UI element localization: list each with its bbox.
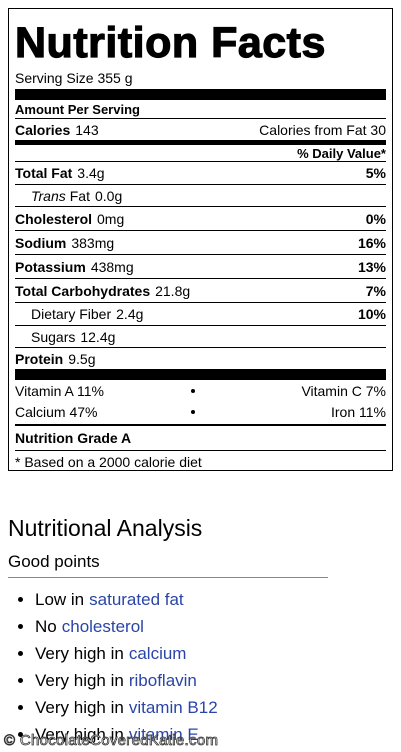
point-text: Very high in — [35, 671, 124, 690]
analysis-subtitle: Good points — [8, 552, 328, 578]
nutrient-dv: 13% — [357, 258, 386, 275]
footnote: * Based on a 2000 calorie diet — [15, 453, 202, 470]
label-title: Nutrition Facts — [14, 18, 326, 67]
watermark: © ChocolateCoveredKatie.com — [4, 732, 219, 750]
calories-label: Calories — [15, 121, 71, 138]
nutrient-amount: 9.5g — [68, 350, 96, 367]
nutrient-dv: 7% — [365, 282, 386, 299]
nutrient-amount: 21.8g — [155, 282, 191, 299]
point-text: Low in — [35, 590, 85, 609]
nutrient-amount: 12.4g — [80, 328, 116, 345]
nutrient-amount: 0.0g — [94, 187, 123, 204]
nutrient-dv: 16% — [357, 234, 386, 251]
nutrient-name: Fat — [69, 187, 90, 204]
nutrient-name: Potassium — [15, 258, 86, 275]
nutrient-row: Total Carbohydrates 21.8g 7% — [15, 278, 386, 302]
nutrient-name: Total Fat — [15, 165, 73, 181]
vitamin: Calcium 47% — [15, 403, 98, 420]
thick-bar — [15, 89, 386, 100]
point-text: Very high in — [35, 644, 124, 663]
nutrient-dv: 10% — [357, 306, 386, 322]
vitamin-row: Vitamin A 11% Vitamin C 7% — [15, 380, 386, 401]
nutrient-row: Sodium 383mg 16% — [15, 230, 386, 254]
nutrient-dv: 0% — [365, 210, 386, 227]
point-link[interactable]: calcium — [128, 644, 187, 663]
separator-dot — [190, 388, 195, 393]
calories-from-fat: Calories from Fat 30 — [259, 121, 386, 138]
nutrient-amount: 2.4g — [116, 306, 144, 322]
nutrient-row: Protein 9.5g — [15, 347, 386, 369]
dv-header-row: % Daily Value* — [15, 145, 386, 161]
nutrient-name: Total Carbohydrates — [15, 282, 151, 299]
analysis-title: Nutritional Analysis — [8, 515, 203, 541]
thick-bar — [15, 369, 386, 380]
amount-row: Amount Per Serving — [15, 100, 386, 118]
dv-header: % Daily Value* — [297, 145, 386, 161]
nutrient-name: Protein — [15, 350, 64, 367]
point-text: Very high in — [35, 698, 124, 717]
nutrient-amount: 3.4g — [77, 165, 105, 181]
calories-value: 143 — [75, 121, 99, 138]
nutrient-row: Cholesterol 0mg 0% — [15, 206, 386, 230]
nutrient-name: Cholesterol — [15, 210, 93, 227]
nutrient-amount: 438mg — [90, 258, 134, 275]
amount-per-serving: Amount Per Serving — [15, 101, 140, 117]
point-text: No — [35, 617, 57, 636]
vitamin: Vitamin A 11% — [15, 382, 104, 399]
nutrient-row: Trans Fat 0.0g — [15, 184, 386, 206]
point-link[interactable]: cholesterol — [61, 617, 144, 636]
nutrient-dv: 5% — [365, 165, 386, 181]
point-link[interactable]: vitamin E — [128, 725, 199, 744]
vitamin-row: Calcium 47% Iron 11% — [15, 401, 386, 422]
point-link[interactable]: riboflavin — [128, 671, 197, 690]
serving-size: Serving Size 355 g — [15, 70, 133, 86]
nutrient-amount: 0mg — [97, 210, 125, 227]
nutrient-row: Potassium 438mg 13% — [15, 254, 386, 278]
nutrient-prefix: Trans — [31, 187, 66, 204]
grade: Nutrition Grade A — [15, 430, 132, 446]
nutrient-name: Sugars — [31, 328, 76, 345]
nutrient-row: Sugars 12.4g — [15, 325, 386, 347]
vitamin: Iron 11% — [331, 403, 386, 420]
calories-row: Calories 143 Calories from Fat 30 — [15, 118, 386, 140]
nutrition-label: Nutrition Facts Serving Size 355 g Amoun… — [8, 8, 393, 471]
nutrient-name: Dietary Fiber — [31, 306, 112, 322]
serving-size-row: Serving Size 355 g — [15, 70, 386, 86]
nutrient-name: Sodium — [15, 234, 67, 251]
medium-bar — [15, 140, 386, 145]
nutrient-row: Total Fat 3.4g 5% — [15, 161, 386, 184]
point-link[interactable]: vitamin B12 — [128, 698, 218, 717]
footnote-row: * Based on a 2000 calorie diet — [15, 450, 386, 472]
point-text: Very high in — [35, 725, 124, 744]
nutrient-row: Dietary Fiber 2.4g 10% — [15, 302, 386, 325]
nutrient-amount: 383mg — [71, 234, 115, 251]
grade-row: Nutrition Grade A — [15, 424, 386, 450]
separator-dot — [190, 409, 195, 414]
point-link[interactable]: saturated fat — [89, 590, 184, 609]
vitamin: Vitamin C 7% — [301, 382, 386, 399]
